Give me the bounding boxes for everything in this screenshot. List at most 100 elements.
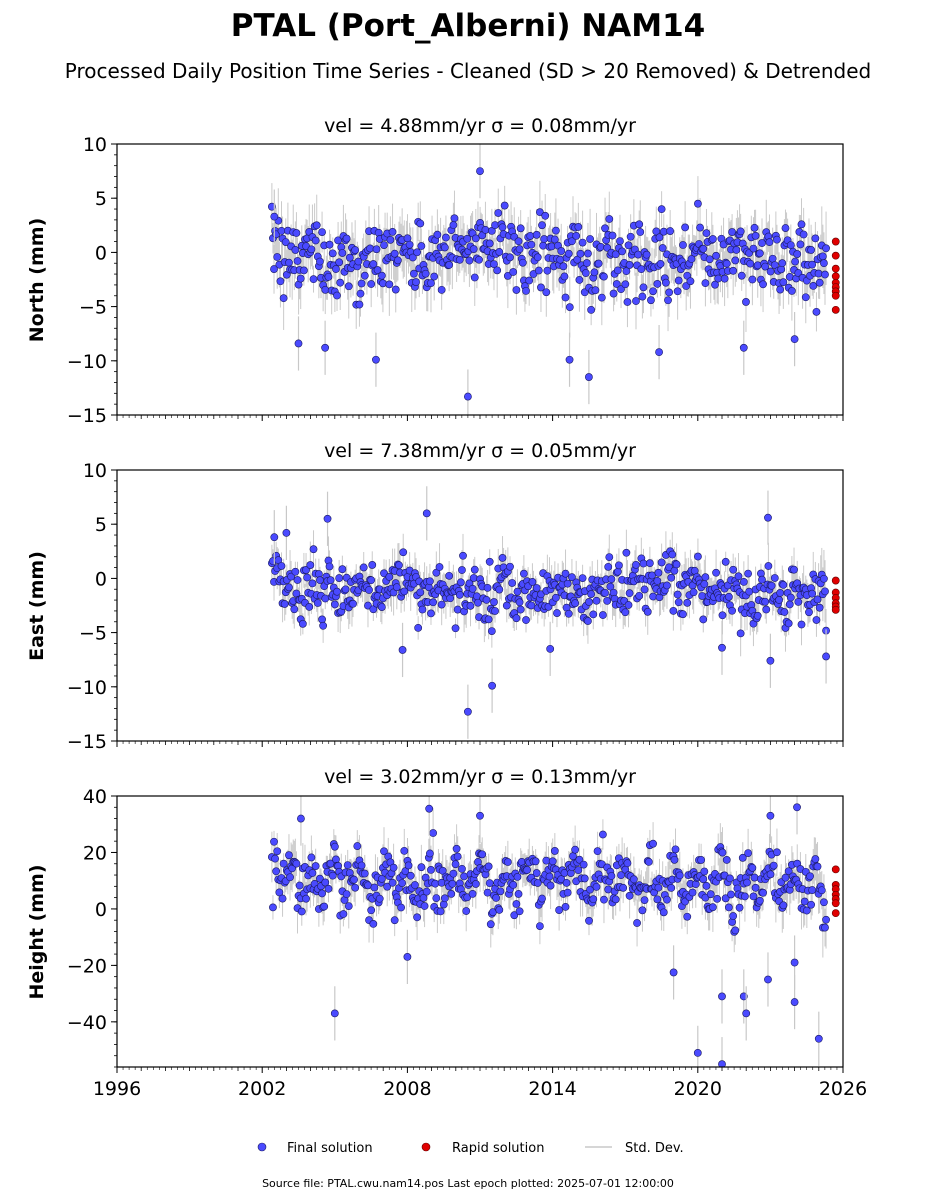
final-solution-point-north <box>285 258 293 267</box>
final-solution-point-height <box>514 890 523 898</box>
final-solution-point-height <box>604 885 613 894</box>
final-solution-point-north <box>413 248 421 257</box>
legend-marker-final <box>257 1142 267 1152</box>
final-solution-point-north <box>665 288 673 297</box>
final-solution-point-north <box>442 233 450 242</box>
final-solution-point-north <box>568 237 576 246</box>
final-solution-point-east <box>739 577 748 586</box>
y-tick-label-height: 0 <box>95 899 107 921</box>
final-solution-point-north <box>291 246 300 254</box>
final-solution-point-north <box>736 227 745 236</box>
final-solution-point-north <box>666 227 675 235</box>
final-solution-point-north <box>449 221 458 229</box>
final-solution-point-east <box>779 581 788 589</box>
final-solution-point-east <box>592 596 601 605</box>
final-solution-point-east <box>498 554 507 562</box>
final-solution-point-east <box>512 614 521 623</box>
final-solution-point-north <box>755 249 764 258</box>
final-solution-point-height <box>285 851 293 860</box>
final-solution-point-north <box>765 238 774 247</box>
final-solution-point-east <box>470 565 479 574</box>
final-solution-point-height <box>571 845 580 854</box>
final-solution-cloud-north <box>267 144 830 415</box>
y-tick-label-east: 5 <box>95 514 107 536</box>
final-solution-point-east <box>516 605 525 614</box>
final-solution-point-north <box>742 298 750 306</box>
final-solution-point-height <box>649 839 657 848</box>
final-solution-point-north <box>342 234 351 243</box>
final-solution-point-height <box>750 873 759 882</box>
final-solution-point-height <box>404 861 413 870</box>
final-solution-point-north <box>412 278 420 286</box>
final-solution-point-north <box>506 253 514 262</box>
final-solution-point-north <box>611 250 620 259</box>
final-solution-point-east <box>287 572 296 581</box>
final-solution-point-east <box>679 610 687 619</box>
rapid-solution-point-north <box>831 305 840 314</box>
final-solution-point-height <box>691 880 700 889</box>
final-solution-point-east <box>589 610 598 619</box>
final-solution-point-height <box>579 860 588 869</box>
final-solution-point-north <box>731 256 740 265</box>
final-solution-point-north <box>812 307 821 316</box>
final-solution-point-height <box>380 847 388 856</box>
final-solution-point-east <box>813 595 822 604</box>
final-solution-point-north <box>821 270 829 279</box>
final-solution-point-height <box>569 852 577 861</box>
final-solution-point-east <box>613 567 622 576</box>
final-solution-point-height <box>436 907 445 916</box>
panel-title-height: vel = 3.02mm/yr σ = 0.13mm/yr <box>324 766 636 788</box>
final-solution-point-east <box>700 580 709 588</box>
final-solution-point-east <box>780 608 789 616</box>
final-solution-point-north <box>390 249 399 258</box>
final-solution-point-north <box>369 260 378 268</box>
final-solution-point-north <box>518 258 527 267</box>
final-solution-point-east <box>797 620 806 629</box>
final-solution-point-east <box>736 629 745 638</box>
final-solution-point-north <box>318 228 326 237</box>
rapid-solution-point-north <box>831 272 840 281</box>
final-solution-point-east <box>435 563 444 571</box>
final-solution-point-east <box>553 609 561 617</box>
final-solution-point-north <box>642 250 651 259</box>
final-solution-point-height <box>623 859 632 868</box>
final-solution-point-height <box>800 897 809 906</box>
final-solution-point-north <box>279 294 288 303</box>
final-solution-point-north <box>750 223 759 232</box>
final-solution-point-east <box>392 583 401 592</box>
y-tick-label-north: −5 <box>79 297 107 319</box>
final-solution-point-north <box>433 230 442 239</box>
final-solution-point-north <box>547 242 556 251</box>
final-solution-point-height <box>722 856 731 864</box>
final-solution-point-east <box>532 584 541 592</box>
final-solution-point-height <box>432 894 441 903</box>
final-solution-point-north <box>534 266 543 275</box>
final-solution-point-north <box>791 257 799 266</box>
final-solution-point-north <box>759 280 767 289</box>
final-solution-point-north <box>333 291 341 300</box>
final-solution-outlier-east <box>718 643 726 652</box>
final-solution-point-height <box>295 881 304 890</box>
final-solution-point-north <box>354 257 363 266</box>
final-solution-point-north <box>618 247 627 256</box>
final-solution-point-north <box>773 235 781 244</box>
final-solution-point-height <box>811 855 820 863</box>
final-solution-point-height <box>822 915 830 924</box>
final-solution-point-height <box>440 894 449 903</box>
final-solution-point-north <box>600 272 608 281</box>
final-solution-point-height <box>744 849 753 858</box>
final-solution-point-east <box>482 595 491 604</box>
final-solution-point-east <box>674 598 683 607</box>
final-solution-point-east <box>341 585 350 594</box>
final-solution-point-north <box>409 269 418 278</box>
final-solution-point-height <box>729 912 738 920</box>
final-solution-point-east <box>395 561 403 570</box>
final-solution-point-north <box>537 283 545 292</box>
final-solution-point-height <box>557 875 566 884</box>
final-solution-point-height <box>269 903 277 912</box>
y-tick-label-north: −10 <box>67 351 107 373</box>
final-solution-point-height <box>383 882 392 891</box>
final-solution-point-height <box>513 873 522 881</box>
final-solution-point-east <box>625 589 634 598</box>
final-solution-point-height <box>533 879 542 887</box>
